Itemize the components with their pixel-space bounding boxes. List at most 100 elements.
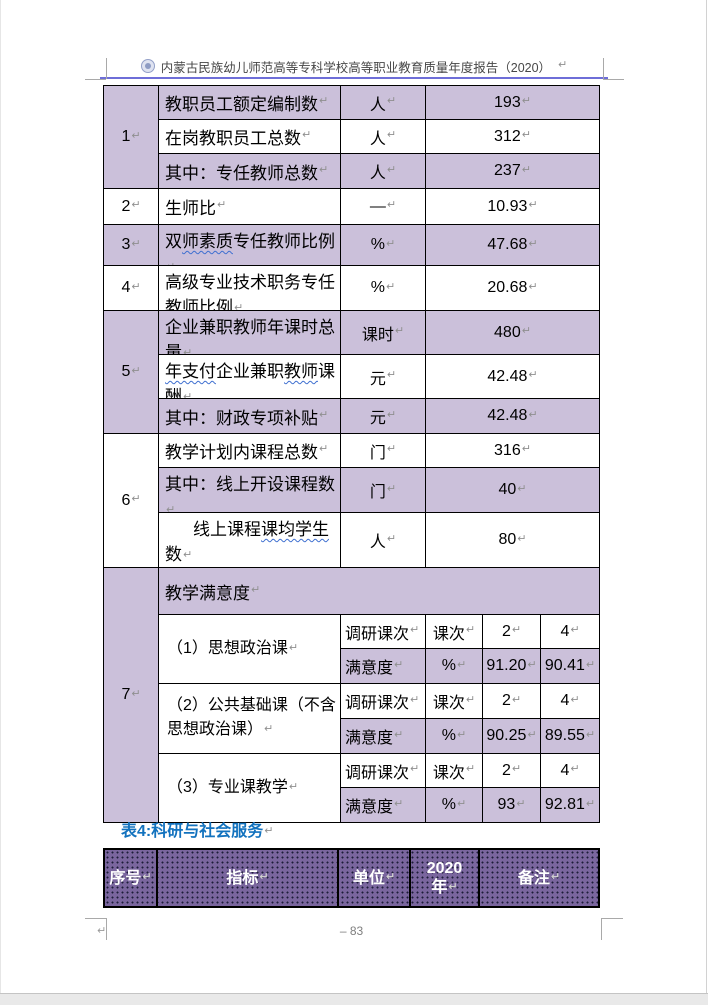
unit-cell: % ↵ — [426, 788, 483, 822]
indicator-cell: 年支付企业兼职教师课酬↵ — [159, 355, 341, 398]
pilcrow-mark: ↵ — [521, 128, 531, 141]
pilcrow-mark: ↵ — [319, 407, 329, 421]
unit-cell: 课次 ↵ — [426, 684, 483, 718]
value-cell: 2 ↵ — [483, 684, 541, 718]
value-cell: 2 ↵ — [483, 754, 541, 787]
row-number: 1 ↵ — [104, 86, 159, 188]
crop-mark-top-right-h — [603, 79, 624, 80]
value-cell: 4 ↵ — [560, 761, 580, 779]
unit-cell: 元 ↵ — [341, 355, 426, 398]
value-cell: 2 ↵ — [483, 615, 541, 648]
value-cell: 91.20 ↵ — [483, 649, 541, 683]
spellcheck-underline: 师素质 — [182, 232, 233, 251]
table-row: 年支付企业兼职教师课酬↵ 元 ↵ 42.48 ↵ — [159, 355, 599, 399]
unit-cell: 课次 ↵ — [426, 615, 483, 648]
value-cell: 89.55 ↵ — [544, 727, 596, 744]
pilcrow-mark: ↵ — [319, 94, 329, 107]
value-cell: 90.25 ↵ — [483, 719, 541, 753]
unit-cell: 门 ↵ — [341, 468, 426, 512]
school-logo-icon — [140, 59, 155, 73]
pilcrow-mark: ↵ — [386, 198, 397, 211]
unit-cell: 人 ↵ — [341, 513, 426, 567]
table-row: 高级专业技术职务专任教师比例↵ % ↵ 20.68 ↵ — [159, 266, 599, 310]
pilcrow-mark: ↵ — [528, 198, 538, 211]
value-cell: 10.93 ↵ — [487, 197, 538, 215]
crop-mark-bottom-right-h — [601, 918, 623, 919]
metric-cell: 满意度 ↵ — [341, 719, 426, 753]
pilcrow-mark: ↵ — [319, 442, 329, 455]
crop-mark-bottom-left-h — [85, 918, 106, 919]
workspace-background — [0, 993, 708, 1005]
pilcrow-mark: ↵ — [465, 692, 476, 706]
section-header-cell: 教学满意度 ↵ — [159, 568, 599, 615]
table-row: 满意度 ↵ % ↵ 91.20 ↵ 90.41 ↵ — [341, 649, 599, 683]
indicator-cell: 在岗教职员工总数 ↵ — [159, 120, 341, 153]
pilcrow-mark: ↵ — [234, 301, 244, 310]
pilcrow-mark: ↵ — [528, 368, 538, 381]
pilcrow-mark: ↵ — [97, 924, 107, 937]
pilcrow-mark: ↵ — [386, 94, 397, 107]
page-edge-left — [0, 0, 1, 993]
satisfaction-sub-row: （2）公共基础课（不含思想政治课）↵ 调研课次 ↵ 课次 ↵ 2 ↵ 4 ↵ 满意度 ↵ … — [159, 684, 599, 754]
page-header: 内蒙古民族幼儿师范高等专科学校高等职业教育质量年度报告（2020） ↵ — [100, 55, 608, 79]
pilcrow-mark: ↵ — [528, 236, 538, 250]
pilcrow-mark: ↵ — [131, 198, 141, 211]
table-row: 调研课次 ↵ 课次 ↵ 2 ↵ 4 ↵ — [341, 684, 599, 719]
pilcrow-mark: ↵ — [516, 796, 526, 810]
indicator-cell: 企业兼职教师年课时总量↵ — [159, 311, 341, 354]
value-cell: 316 ↵ — [494, 441, 531, 459]
pilcrow-mark: ↵ — [386, 128, 397, 141]
pilcrow-mark: ↵ — [386, 279, 396, 293]
table-row: 生师比 ↵ — ↵ 10.93 ↵ — [159, 189, 599, 224]
spellcheck-underline: 年支付 — [165, 362, 216, 381]
value-cell: 90.41 ↵ — [544, 657, 596, 674]
spellcheck-underline: 课均学生 — [261, 520, 329, 539]
pilcrow-mark: ↵ — [183, 390, 193, 398]
pilcrow-mark: ↵ — [521, 442, 531, 455]
table-row: 双师素质专任教师比例↵ %↵ 47.68↵ — [159, 225, 599, 265]
pilcrow-mark: ↵ — [131, 236, 141, 250]
pilcrow-mark: ↵ — [527, 657, 537, 671]
crop-mark-top-left-v — [106, 58, 107, 79]
pilcrow-mark: ↵ — [166, 260, 175, 265]
pilcrow-mark: ↵ — [142, 869, 152, 883]
indicator-cell: （3）专业课教学↵ — [159, 754, 341, 822]
table-group-3: 3↵ 双师素质专任教师比例↵ %↵ 47.68↵ — [104, 225, 599, 266]
table-row: 其中：专任教师总数 ↵ 人 ↵ 237 ↵ — [159, 154, 599, 188]
indicator-cell: 双师素质专任教师比例↵ — [159, 225, 341, 265]
row-number: 7 ↵ — [104, 568, 159, 822]
pilcrow-mark: ↵ — [264, 824, 274, 837]
value-cell: 92.81 ↵ — [544, 796, 596, 813]
value-cell: 237 ↵ — [494, 162, 531, 179]
pilcrow-mark: ↵ — [410, 623, 420, 636]
metric-cell: 满意度 ↵ — [341, 649, 426, 683]
table-row: 教职员工额定编制数 ↵ 人 ↵ 193 ↵ — [159, 86, 599, 120]
table-group-4: 4 ↵ 高级专业技术职务专任教师比例↵ % ↵ 20.68 ↵ — [104, 266, 599, 311]
pilcrow-mark: ↵ — [517, 481, 527, 495]
row-number: 2 ↵ — [104, 189, 159, 224]
value-cell: 193 ↵ — [494, 93, 531, 111]
pilcrow-mark: ↵ — [521, 94, 531, 107]
column-header: 序号 ↵ — [105, 850, 158, 906]
page-number: – 83 — [339, 924, 364, 938]
table-group-6: 6 ↵ 教学计划内课程总数 ↵ 门 ↵ 316 ↵ 其中：线上开设课程数↵ 门 ↵ 40 ↵… — [104, 434, 599, 568]
unit-cell: 课时 ↵ — [341, 311, 426, 354]
pilcrow-mark: ↵ — [521, 324, 531, 337]
value-cell: 40 ↵ — [498, 481, 527, 498]
pilcrow-mark: ↵ — [288, 779, 299, 793]
value-cell: 480 ↵ — [494, 323, 531, 341]
pilcrow-mark: ↵ — [217, 198, 227, 211]
pilcrow-mark: ↵ — [131, 363, 141, 377]
table-group-5: 5 ↵ 企业兼职教师年课时总量↵ 课时 ↵ 480 ↵ 年支付企业兼职教师课酬↵ 元 ↵… — [104, 311, 599, 434]
table-row: 调研课次 ↵ 课次 ↵ 2 ↵ 4 ↵ — [341, 754, 599, 788]
crop-mark-top-left-h — [85, 79, 106, 80]
column-header: 指标 ↵ — [158, 850, 339, 906]
value-cell: 42.48 ↵ — [487, 367, 538, 385]
pilcrow-mark: ↵ — [386, 368, 397, 381]
pilcrow-mark: ↵ — [394, 324, 405, 337]
indicator-cell: 教学计划内课程总数 ↵ — [159, 434, 341, 467]
row-number: 6 ↵ — [104, 434, 159, 567]
pilcrow-mark: ↵ — [259, 869, 269, 883]
header-title: 内蒙古民族幼儿师范高等专科学校高等职业教育质量年度报告（2020） — [160, 60, 552, 75]
row-number: 4 ↵ — [104, 266, 159, 310]
